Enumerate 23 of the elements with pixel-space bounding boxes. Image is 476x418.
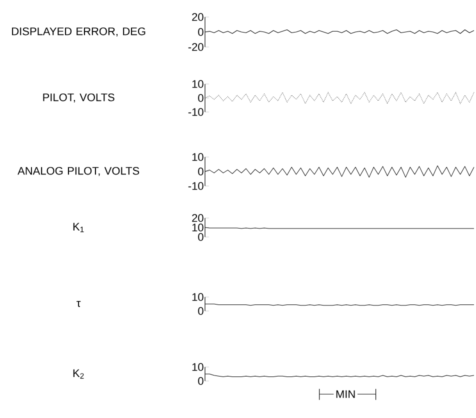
y-tick-label: 0 <box>198 168 204 176</box>
y-axis-title: τ <box>76 301 81 307</box>
y-axis-title: PILOT, VOLTS <box>43 93 114 103</box>
y-axis-title: ANALOG PILOT, VOLTS <box>18 166 140 176</box>
y-tick-label: 10 <box>192 153 204 161</box>
y-tick-label: 10 <box>192 293 204 301</box>
y-tick-label: 0 <box>198 307 204 315</box>
text: MIN <box>336 390 355 398</box>
y-tick-label: 20 <box>192 214 204 222</box>
y-axis-title: DISPLAYED ERROR, DEG <box>12 27 146 37</box>
y-tick-label: 0 <box>198 233 204 241</box>
y-tick-label: 10 <box>192 363 204 371</box>
y-axis-title: K$_{2}$ <box>73 369 84 379</box>
y-tick-label: 10 <box>192 80 204 88</box>
y-tick-label: -20 <box>188 43 204 51</box>
y-axis-title: K$_{1}$ <box>73 222 84 232</box>
y-tick-label: 0 <box>198 94 204 102</box>
y-tick-label: 0 <box>198 377 204 385</box>
y-tick-label: 0 <box>198 28 204 36</box>
y-tick-label: 10 <box>192 224 204 232</box>
y-tick-label: -10 <box>188 182 204 190</box>
y-tick-label: -10 <box>188 108 204 116</box>
y-tick-label: 20 <box>192 13 204 21</box>
